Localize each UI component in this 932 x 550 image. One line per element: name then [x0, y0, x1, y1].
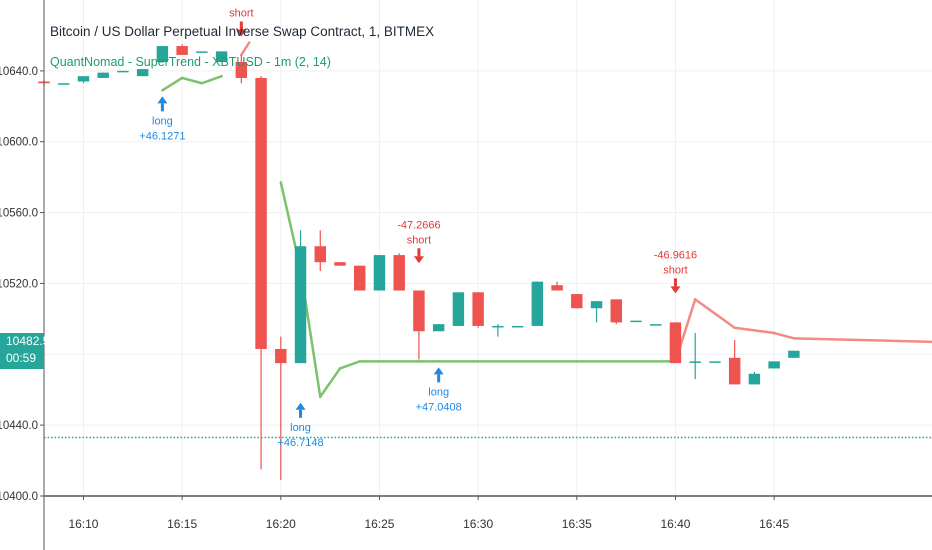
- supertrend-segment: [161, 76, 184, 92]
- candle-body: [235, 62, 248, 78]
- candle-body: [413, 290, 425, 332]
- y-tick-label: 10400.0: [0, 491, 38, 503]
- candle-body: [630, 320, 642, 323]
- candle-body: [373, 255, 386, 291]
- supertrend-segment: [200, 74, 223, 85]
- candle-body: [728, 357, 741, 385]
- indicator-label: QuantNomad - SuperTrend - XBTUSD - 1m (2…: [50, 55, 331, 69]
- candle-body: [531, 281, 544, 326]
- signal-label: short: [407, 234, 431, 246]
- bar-countdown: 00:59: [6, 350, 37, 365]
- arrow-down-icon: [236, 29, 247, 37]
- candle-body: [58, 83, 70, 85]
- candle-body: [156, 46, 169, 62]
- supertrend-segment: [793, 337, 932, 344]
- candle-body: [788, 350, 800, 358]
- signal-pnl: +46.7148: [277, 437, 323, 449]
- last-price-badge: 10482.5 00:59: [0, 332, 50, 369]
- candle-body: [492, 325, 504, 328]
- candle-body: [354, 265, 366, 291]
- arrow-up-icon: [433, 367, 444, 375]
- candle-body: [709, 361, 721, 363]
- y-tick-label: 10560.0: [0, 208, 38, 220]
- candle-body: [452, 292, 465, 326]
- y-tick-label: 10600.0: [0, 137, 38, 149]
- x-tick-label: 16:30: [463, 517, 493, 531]
- candle-body: [511, 325, 524, 328]
- arrow-shaft: [437, 374, 441, 383]
- arrow-shaft: [417, 248, 421, 257]
- short-signal: short: [229, 8, 254, 37]
- candle-body: [748, 373, 761, 385]
- long-signal: long +47.0408: [416, 367, 462, 413]
- candle-body: [551, 285, 563, 291]
- supertrend-segment: [240, 41, 251, 57]
- x-tick-label: 16:45: [759, 517, 789, 531]
- arrow-shaft: [673, 278, 677, 287]
- signal-label: long: [428, 386, 449, 398]
- candle-body: [77, 76, 90, 82]
- arrow-down-icon: [413, 256, 424, 264]
- candle-body: [393, 255, 405, 291]
- candle-body: [176, 46, 188, 55]
- x-tick-label: 16:40: [660, 517, 690, 531]
- candle-body: [610, 299, 622, 323]
- candle-body: [432, 324, 445, 332]
- candle-body: [334, 262, 346, 266]
- arrow-up-icon: [295, 402, 306, 410]
- y-tick-label: 10640.0: [0, 66, 38, 78]
- y-tick-label: 10440.0: [0, 420, 38, 432]
- x-tick-label: 16:10: [68, 517, 98, 531]
- candle-body: [117, 70, 129, 73]
- candle-body: [314, 246, 326, 263]
- signal-pnl: -46.9616: [654, 249, 697, 261]
- supertrend-segment: [180, 76, 204, 85]
- candle-body: [669, 322, 682, 364]
- arrow-shaft: [239, 21, 243, 30]
- candle-body: [136, 69, 149, 77]
- signal-label: short: [229, 8, 253, 20]
- y-tick-label: 10520.0: [0, 278, 38, 290]
- supertrend-segment: [693, 298, 736, 329]
- candle-body: [689, 361, 701, 363]
- x-tick-label: 16:15: [167, 517, 197, 531]
- candle-body: [97, 72, 109, 78]
- signal-pnl: +46.1271: [139, 130, 185, 142]
- candle-body: [571, 294, 583, 309]
- candle-body: [275, 348, 287, 364]
- arrow-down-icon: [670, 286, 681, 294]
- candle-body: [768, 361, 780, 369]
- arrow-shaft: [160, 103, 164, 112]
- candle-body: [196, 51, 208, 53]
- supertrend-segment: [319, 367, 342, 399]
- long-signal: long +46.7148: [277, 402, 324, 449]
- candle-body: [472, 292, 484, 326]
- chart-title: Bitcoin / US Dollar Perpetual Inverse Sw…: [50, 24, 435, 39]
- arrow-up-icon: [157, 96, 168, 104]
- arrow-shaft: [299, 409, 303, 418]
- x-tick-label: 16:25: [364, 517, 394, 531]
- candle-body: [590, 301, 603, 309]
- candle-body: [215, 51, 228, 62]
- last-price-value: 10482.5: [6, 333, 50, 348]
- candle-body: [255, 77, 267, 349]
- signal-label: short: [663, 264, 687, 276]
- x-tick-label: 16:35: [562, 517, 592, 531]
- short-signal: short -46.9616: [654, 249, 697, 294]
- long-signal: long +46.1271: [139, 96, 185, 142]
- candle-body: [650, 324, 662, 326]
- supertrend-segment: [772, 331, 796, 340]
- short-signal: short -47.2666: [397, 219, 441, 264]
- x-tick-label: 16:20: [266, 517, 296, 531]
- signal-label: long: [152, 115, 173, 127]
- signal-label: long: [290, 422, 311, 434]
- candle-body: [294, 246, 307, 364]
- supertrend-segment: [733, 326, 776, 335]
- signal-pnl: -47.2666: [397, 219, 440, 231]
- signal-pnl: +47.0408: [416, 401, 462, 413]
- supertrend-segment: [338, 360, 361, 370]
